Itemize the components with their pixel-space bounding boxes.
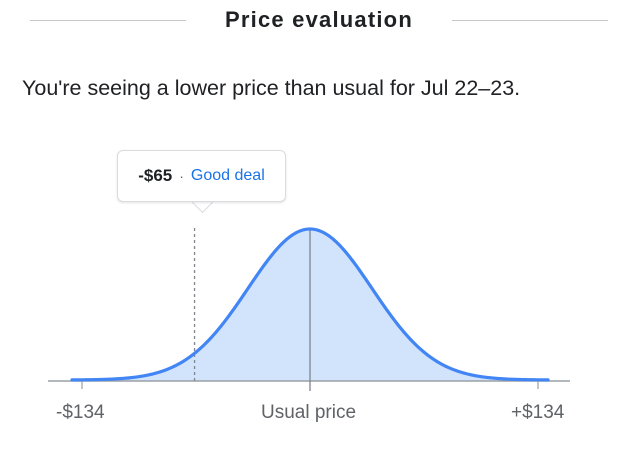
tick-label-max: +$134 — [511, 402, 565, 423]
price-distribution-chart — [0, 140, 640, 450]
header-divider-left — [30, 20, 186, 21]
deal-rating-label: Good deal — [190, 167, 265, 184]
price-tooltip: -$65 · Good deal — [117, 150, 286, 202]
tick-label-min: -$134 — [56, 402, 105, 423]
price-summary-text: You're seeing a lower price than usual f… — [22, 76, 521, 100]
tick-label-usual-price: Usual price — [261, 402, 357, 423]
section-header: Price evaluation — [0, 0, 640, 44]
section-title: Price evaluation — [225, 7, 413, 32]
price-difference: -$65 — [138, 166, 173, 185]
header-divider-right — [452, 20, 608, 21]
distribution-svg — [48, 227, 570, 391]
tooltip-separator: · — [179, 168, 184, 184]
distribution-curve — [70, 227, 550, 382]
